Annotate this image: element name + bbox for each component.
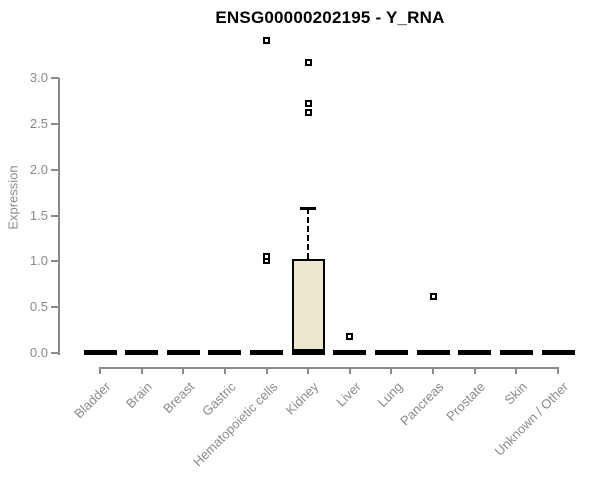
median-bar xyxy=(374,349,408,355)
x-tick-label: Pancreas xyxy=(397,379,447,429)
outlier-point xyxy=(304,58,312,66)
y-tick xyxy=(51,214,59,217)
outlier-point xyxy=(263,36,271,44)
x-tick-label: Unknown / Other xyxy=(492,379,572,459)
y-axis-line xyxy=(58,78,60,355)
whisker-line xyxy=(307,208,310,259)
x-tick xyxy=(99,369,101,374)
median-bar xyxy=(83,349,117,355)
y-tick-label: 2.0 xyxy=(29,161,48,177)
median-bar xyxy=(208,349,242,355)
median-bar xyxy=(333,349,367,355)
x-tick-label: Prostate xyxy=(443,379,489,424)
x-tick xyxy=(182,369,185,374)
median-bar xyxy=(166,349,200,355)
median-bar xyxy=(499,349,533,355)
x-tick xyxy=(265,369,268,374)
y-tick-label: 2.5 xyxy=(29,115,48,131)
outlier-point xyxy=(304,109,312,117)
outlier-point xyxy=(346,333,354,340)
y-tick xyxy=(51,352,59,354)
x-tick-label: Lung xyxy=(374,379,406,411)
y-tick-label: 1.0 xyxy=(29,253,48,269)
x-axis-line xyxy=(99,367,559,369)
median-bar xyxy=(458,349,492,355)
x-tick xyxy=(140,369,143,374)
x-tick xyxy=(223,369,226,374)
y-tick-label: 1.5 xyxy=(29,207,48,223)
x-tick-label: Skin xyxy=(501,379,530,408)
median-bar xyxy=(291,348,325,354)
x-tick xyxy=(557,369,559,374)
y-tick xyxy=(51,168,59,171)
median-bar xyxy=(416,349,450,355)
x-tick-label: Gastric xyxy=(198,379,239,419)
y-tick-label: 3.0 xyxy=(29,70,48,85)
median-bar xyxy=(250,349,284,355)
chart-title: ENSG00000202195 - Y_RNA xyxy=(215,8,445,27)
y-tick xyxy=(51,306,59,309)
x-tick-label: Liver xyxy=(332,379,364,410)
outlier-point xyxy=(429,292,437,300)
whisker-cap xyxy=(300,207,317,211)
x-tick xyxy=(348,369,351,374)
x-tick xyxy=(307,369,310,374)
x-tick xyxy=(515,369,518,374)
x-tick-label: Breast xyxy=(159,379,197,417)
x-tick xyxy=(432,369,435,374)
y-tick xyxy=(51,77,59,79)
x-tick-label: Bladder xyxy=(71,379,114,422)
y-tick-label: 0.0 xyxy=(29,345,48,360)
y-tick xyxy=(51,122,59,125)
x-tick-label: Brain xyxy=(123,379,156,412)
y-tick-label: 0.5 xyxy=(29,299,48,315)
median-bar xyxy=(541,349,575,355)
x-tick xyxy=(473,369,476,374)
outlier-point xyxy=(263,253,271,261)
box-rect xyxy=(291,258,325,355)
x-tick-label: Kidney xyxy=(283,379,322,418)
y-tick xyxy=(51,260,59,263)
median-bar xyxy=(125,349,159,355)
x-tick xyxy=(390,369,393,374)
outlier-point xyxy=(304,100,312,108)
